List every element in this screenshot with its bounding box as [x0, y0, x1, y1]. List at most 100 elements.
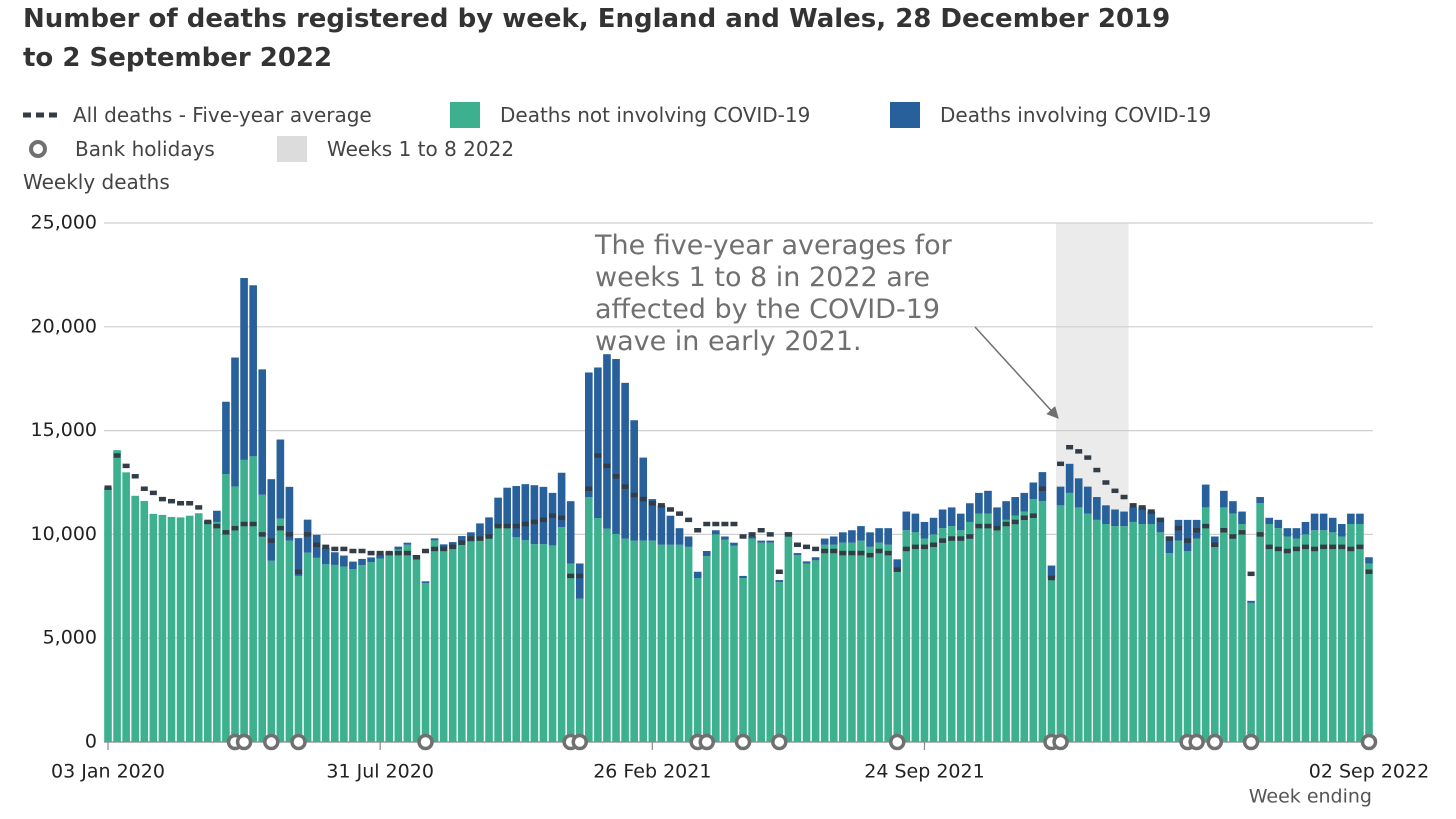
bar-segment: [993, 507, 1001, 527]
bar-segment: [113, 450, 121, 742]
bar-segment: [1210, 546, 1219, 742]
legend-label: Deaths not involving COVID-19: [500, 103, 811, 127]
bar-segment: [430, 540, 439, 742]
bar-segment: [1365, 563, 1373, 742]
bar-segment: [1256, 503, 1264, 742]
annotation-line: wave in early 2021.: [595, 326, 862, 357]
bar-segment: [775, 582, 784, 742]
bar-segment: [494, 526, 502, 742]
bar-segment: [1065, 492, 1074, 742]
bar-segment: [630, 540, 638, 742]
bar-segment: [675, 528, 684, 545]
legend-swatch: [277, 136, 307, 162]
bar-segment: [294, 575, 303, 742]
bar-segment: [222, 401, 230, 474]
bar-segment: [802, 563, 811, 742]
bar-segment: [321, 564, 330, 742]
bar-segment: [1120, 526, 1128, 742]
bar-segment: [929, 517, 938, 535]
bar-segment: [757, 542, 765, 742]
bar-segment: [1093, 519, 1101, 742]
bar-segment: [630, 420, 638, 541]
bar-segment: [122, 472, 130, 742]
bar-segment: [693, 571, 702, 578]
bar-segment: [875, 542, 883, 742]
bar-segment: [956, 513, 965, 531]
bar-segment: [403, 542, 412, 545]
bar-segment: [539, 486, 548, 545]
y-tick-label: 25,000: [31, 212, 97, 234]
bar-segment: [993, 526, 1001, 742]
legend-dash: [23, 112, 61, 118]
bar-segment: [1138, 524, 1147, 742]
bar-segment: [730, 542, 738, 546]
bar-segment: [575, 563, 584, 599]
y-axis-label: Weekly deaths: [23, 170, 170, 194]
bar-segment: [203, 522, 212, 742]
bar-segment: [848, 530, 856, 543]
bar-segment: [603, 354, 611, 529]
bar-segment: [984, 513, 992, 742]
bank-holiday: [235, 733, 253, 751]
bar-segment: [1274, 528, 1283, 742]
bar-segment: [521, 484, 530, 541]
bar-segment: [947, 507, 956, 527]
bar-segment: [1002, 519, 1010, 742]
bar-segment: [684, 546, 693, 742]
bar-segment: [448, 546, 457, 742]
bar-segment: [367, 562, 375, 742]
bar-segment: [975, 513, 983, 742]
y-tick-label: 15,000: [31, 419, 97, 441]
bar-segment: [1283, 536, 1292, 742]
bar-segment: [594, 517, 602, 742]
bar-segment: [1002, 501, 1010, 520]
bar-segment: [457, 542, 466, 742]
legend-item: All deaths - Five-year average: [23, 102, 372, 128]
bar-segment: [639, 540, 648, 742]
bar-segment: [975, 492, 983, 514]
bar-segment: [648, 540, 657, 742]
bar-segment: [1174, 540, 1183, 742]
bar-segment: [902, 530, 911, 742]
bar-segment: [820, 538, 829, 545]
bar-segment: [358, 565, 366, 742]
bar-segment: [884, 528, 892, 545]
bar-segment: [1083, 513, 1092, 742]
bank-holiday: [698, 733, 715, 751]
bar-segment: [1210, 536, 1219, 547]
y-tick-label: 0: [85, 731, 97, 753]
bar-segment: [721, 536, 729, 540]
bar-segment: [376, 558, 384, 742]
bar-segment: [1328, 517, 1337, 533]
bar-segment: [276, 518, 285, 742]
bar-segment: [1256, 497, 1264, 504]
bar-segment: [521, 540, 530, 742]
bar-segment: [648, 499, 657, 541]
bar-segment: [748, 536, 756, 539]
x-tick-label: 31 Jul 2020: [326, 761, 434, 783]
bar-segment: [285, 540, 294, 742]
bar-segment: [485, 517, 493, 538]
bar-segment: [1283, 528, 1292, 537]
bar-segment: [276, 439, 285, 519]
annotation-arrow: [974, 326, 1059, 419]
chart-title: Number of deaths registered by week, Eng…: [23, 4, 1171, 73]
bar-segment: [1201, 507, 1210, 742]
y-tick-label: 10,000: [31, 523, 97, 545]
bank-holiday: [1188, 733, 1205, 751]
bar-segment: [503, 487, 511, 528]
bar-segment: [594, 367, 602, 518]
bar-segment: [421, 582, 430, 742]
bank-holiday: [263, 733, 280, 751]
bar-segment: [811, 560, 820, 742]
bar-segment: [621, 538, 629, 742]
bar-segment: [249, 456, 257, 742]
bar-segment: [1147, 511, 1156, 525]
bar-segment: [503, 527, 511, 742]
bar-segment: [1229, 513, 1237, 742]
bar-segment: [1129, 507, 1137, 522]
bar-segment: [575, 598, 584, 742]
bar-segment: [312, 557, 321, 742]
bar-segment: [766, 542, 775, 742]
bar-segment: [1310, 530, 1319, 742]
